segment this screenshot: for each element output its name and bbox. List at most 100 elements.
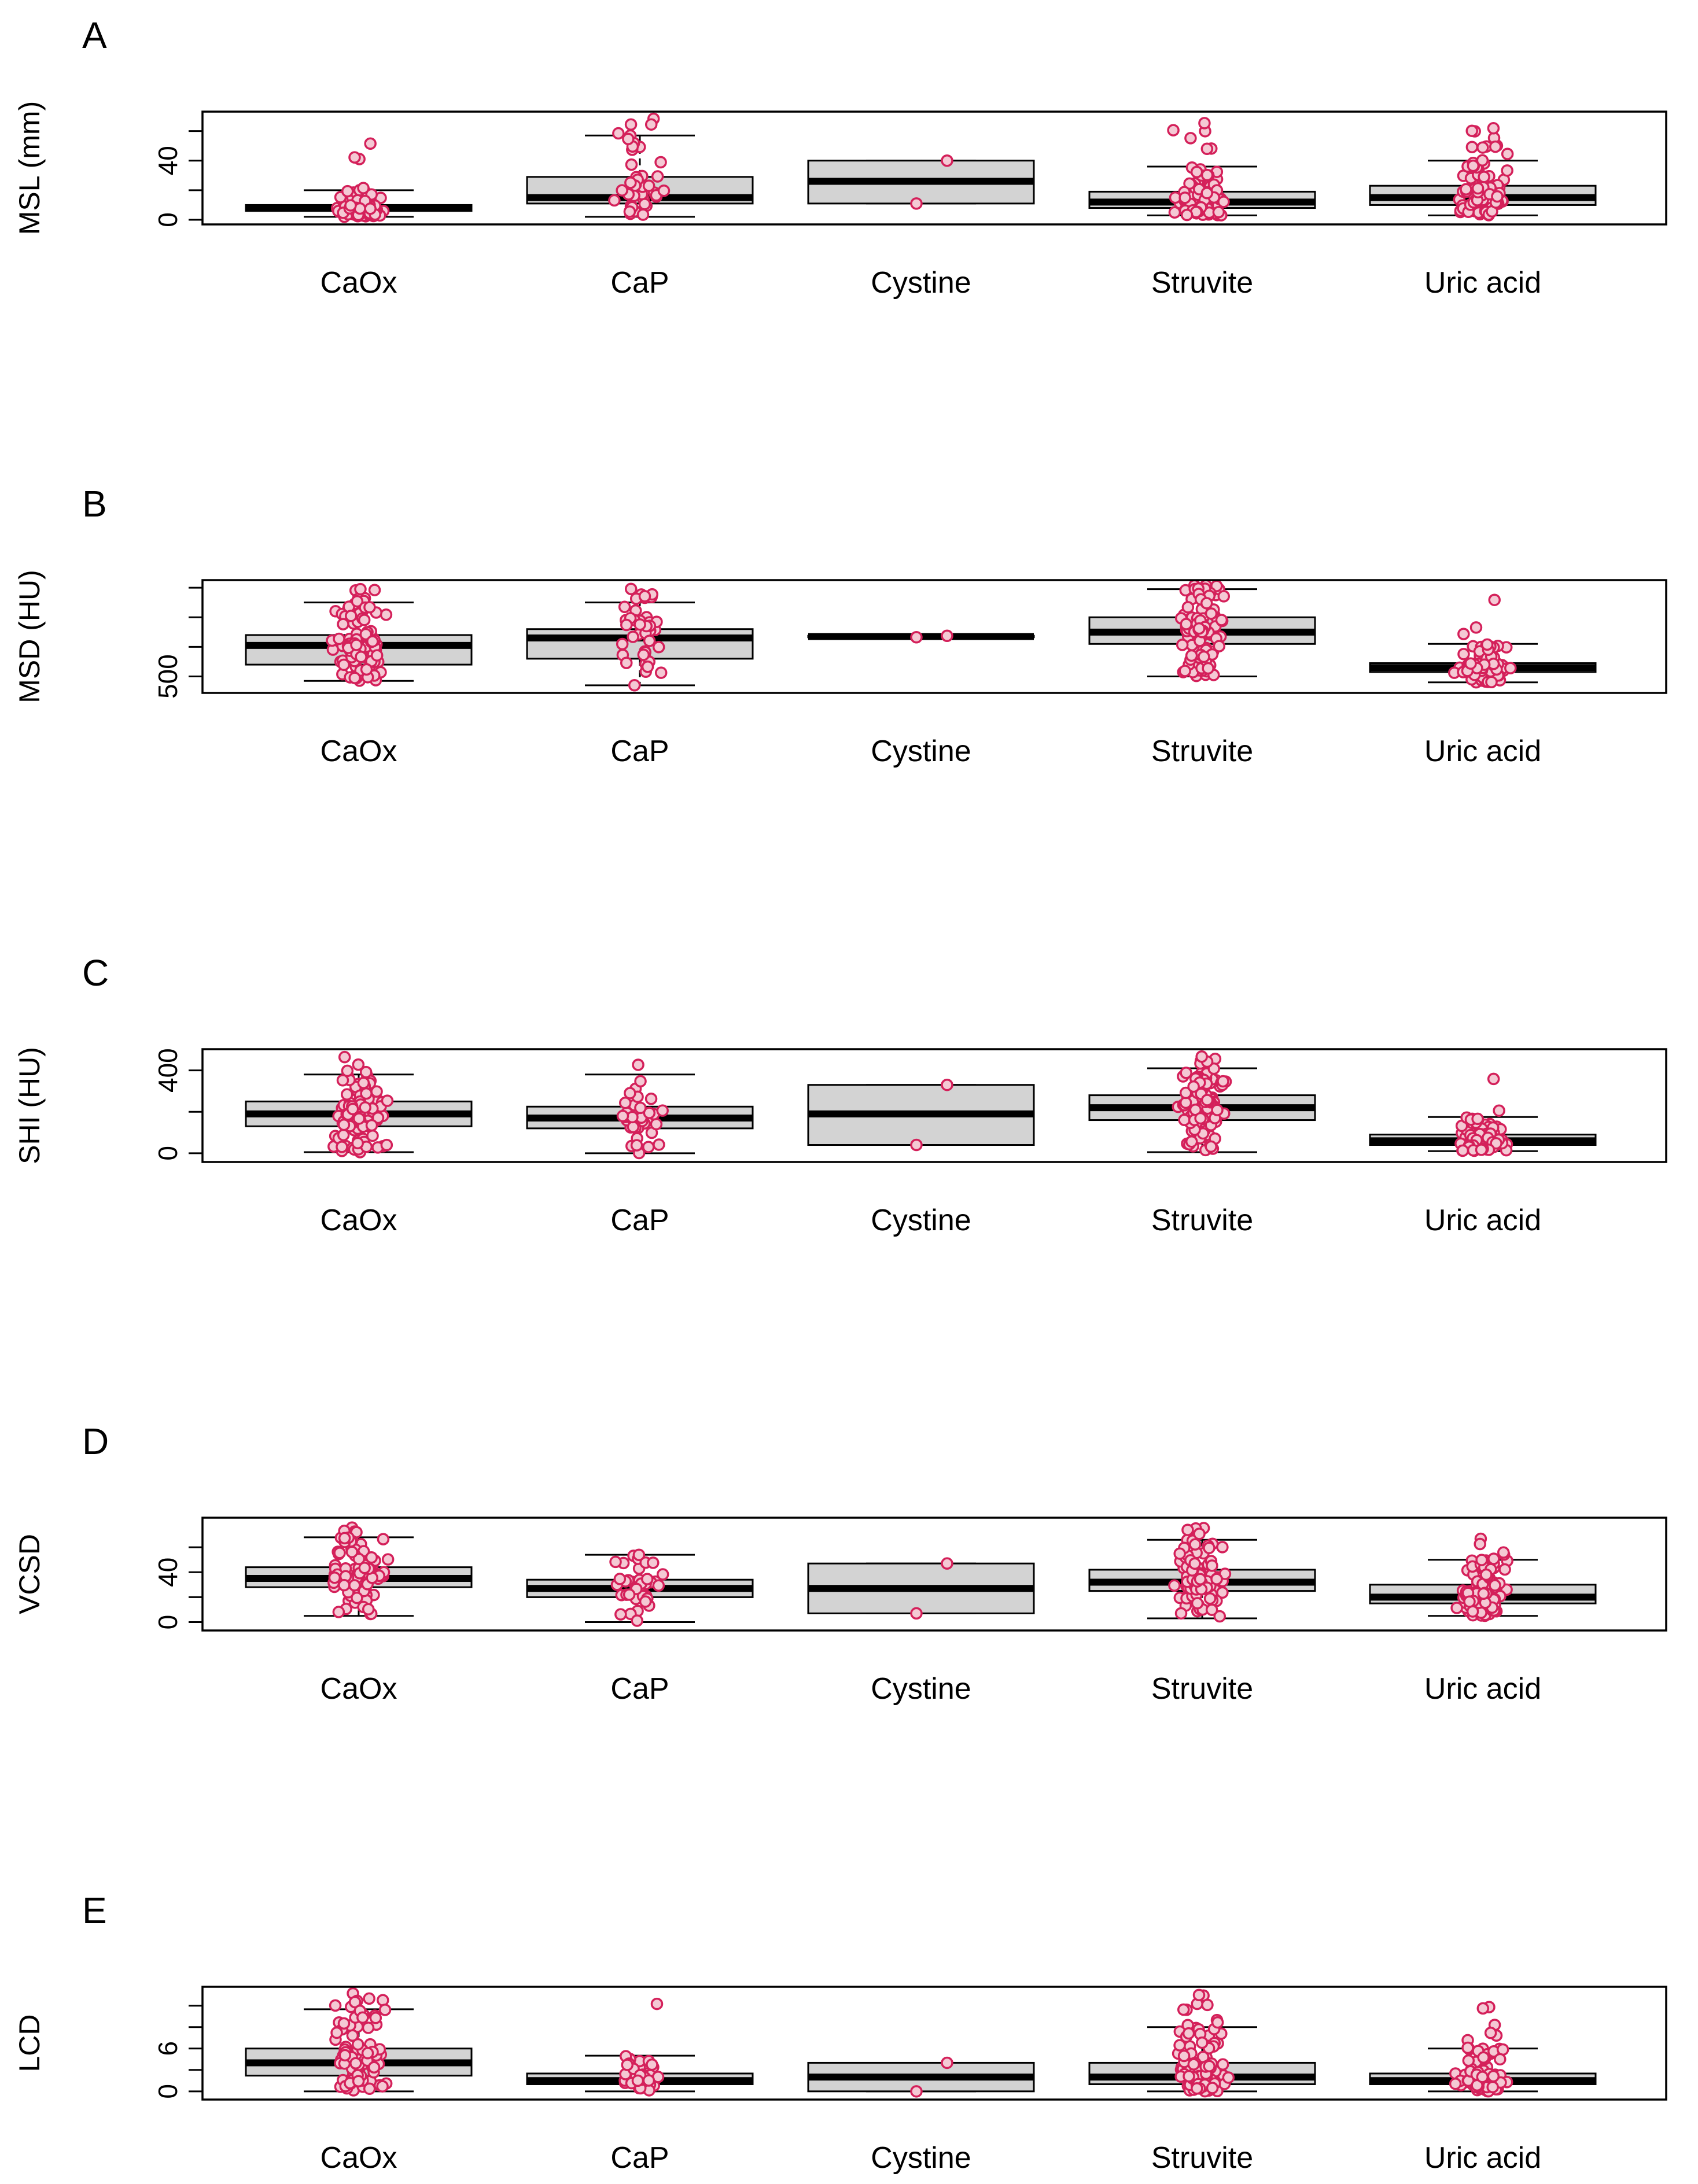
point-a-uric-acid	[1460, 183, 1472, 195]
category-label-b-cap: CaP	[610, 735, 669, 768]
point-d-cystine	[941, 1557, 953, 1570]
point-b-cap	[652, 640, 665, 654]
point-a-caox	[341, 185, 354, 198]
point-a-caox	[357, 182, 370, 194]
points-b-struvite	[1174, 579, 1231, 682]
point-b-cap	[618, 600, 631, 614]
point-e-struvite	[1177, 2049, 1191, 2063]
point-e-cap	[646, 2058, 658, 2071]
point-d-cap	[641, 1573, 654, 1585]
point-b-struvite	[1198, 650, 1210, 663]
point-a-struvite	[1167, 124, 1180, 136]
point-d-caox	[333, 1547, 346, 1559]
point-e-struvite	[1183, 2069, 1195, 2083]
point-e-struvite	[1177, 2003, 1190, 2016]
plot-frame-d	[201, 1517, 1667, 1632]
category-label-a-cap: CaP	[610, 266, 669, 300]
point-a-uric-acid	[1487, 122, 1500, 135]
points-a-caox	[330, 137, 390, 223]
point-e-cap	[631, 2074, 644, 2087]
point-c-caox	[357, 1076, 370, 1090]
category-label-c-uric-acid: Uric acid	[1424, 1204, 1541, 1237]
points-c-cap	[616, 1058, 669, 1160]
point-c-cap	[634, 1075, 647, 1088]
point-e-struvite	[1211, 2016, 1224, 2029]
point-a-cap	[624, 118, 638, 131]
point-a-struvite	[1212, 205, 1225, 219]
point-b-cystine	[910, 631, 923, 644]
points-d-cystine	[910, 1557, 953, 1620]
point-a-cap	[642, 179, 655, 192]
point-b-caox	[351, 595, 364, 608]
point-d-struvite	[1206, 1559, 1218, 1572]
points-d-uric-acid	[1450, 1532, 1513, 1622]
point-b-cap	[628, 679, 641, 692]
point-a-struvite	[1180, 208, 1194, 222]
point-c-struvite	[1217, 1075, 1229, 1088]
category-label-a-caox: CaOx	[321, 266, 397, 300]
point-e-cap	[642, 2074, 655, 2087]
category-label-c-struvite: Struvite	[1151, 1204, 1253, 1237]
point-b-struvite	[1178, 665, 1191, 677]
point-c-cap	[630, 1139, 643, 1152]
point-d-struvite	[1216, 1541, 1229, 1554]
point-e-caox	[351, 2038, 364, 2051]
point-b-cap	[637, 648, 650, 661]
point-c-caox	[381, 1094, 394, 1107]
point-d-caox	[332, 1606, 345, 1618]
point-d-struvite	[1181, 1523, 1194, 1536]
point-d-uric-acid	[1498, 1563, 1511, 1576]
points-a-cystine	[910, 154, 953, 210]
point-e-uric-acid	[1476, 2071, 1489, 2083]
point-d-struvite	[1203, 1592, 1217, 1605]
point-d-caox	[377, 1533, 390, 1545]
point-d-uric-acid	[1480, 1568, 1493, 1581]
point-d-caox	[381, 1553, 395, 1566]
point-c-caox	[352, 1058, 365, 1071]
point-e-caox	[361, 2046, 374, 2060]
point-b-struvite	[1205, 607, 1218, 620]
category-label-d-uric-acid: Uric acid	[1424, 1672, 1541, 1706]
point-b-struvite	[1176, 639, 1189, 651]
point-e-struvite	[1222, 2071, 1235, 2084]
y-tick-label-b-0: 500	[153, 654, 183, 699]
panel-label-b: B	[82, 483, 107, 525]
point-b-caox	[368, 584, 381, 596]
point-a-uric-acid	[1476, 154, 1489, 167]
point-b-cap	[620, 656, 633, 669]
point-d-uric-acid	[1497, 1546, 1510, 1559]
point-e-struvite	[1206, 2082, 1219, 2094]
points-a-uric-acid	[1453, 122, 1514, 222]
point-a-caox	[364, 137, 377, 150]
point-c-struvite	[1194, 1112, 1207, 1125]
point-d-struvite	[1193, 1528, 1206, 1540]
points-e-cap	[618, 1997, 665, 2097]
point-a-uric-acid	[1501, 147, 1514, 160]
point-d-caox	[338, 1532, 351, 1545]
point-d-struvite	[1210, 1573, 1223, 1585]
point-d-caox	[358, 1561, 371, 1574]
category-label-d-cystine: Cystine	[871, 1672, 971, 1706]
point-c-uric-acid	[1456, 1144, 1469, 1157]
point-a-caox	[344, 199, 357, 212]
point-b-cap	[620, 618, 633, 632]
point-d-caox	[362, 1603, 375, 1616]
point-c-struvite	[1205, 1140, 1217, 1153]
point-e-cap	[621, 2058, 634, 2071]
point-d-cap	[631, 1614, 643, 1627]
y-axis-label-e: LCD	[13, 2014, 46, 2072]
point-d-cap	[623, 1588, 636, 1601]
point-a-cap	[638, 198, 651, 211]
point-c-uric-acid	[1493, 1104, 1505, 1117]
point-b-caox	[358, 614, 371, 626]
category-label-c-cystine: Cystine	[871, 1204, 971, 1237]
category-label-a-uric-acid: Uric acid	[1424, 266, 1541, 300]
point-e-caox	[330, 2026, 343, 2039]
point-a-uric-acid	[1465, 124, 1478, 137]
point-b-struvite	[1215, 614, 1228, 626]
point-b-struvite	[1192, 622, 1206, 635]
point-e-uric-acid	[1449, 2077, 1462, 2090]
point-a-uric-acid	[1491, 190, 1504, 203]
point-a-caox	[364, 202, 377, 215]
point-b-uric-acid	[1457, 628, 1470, 640]
